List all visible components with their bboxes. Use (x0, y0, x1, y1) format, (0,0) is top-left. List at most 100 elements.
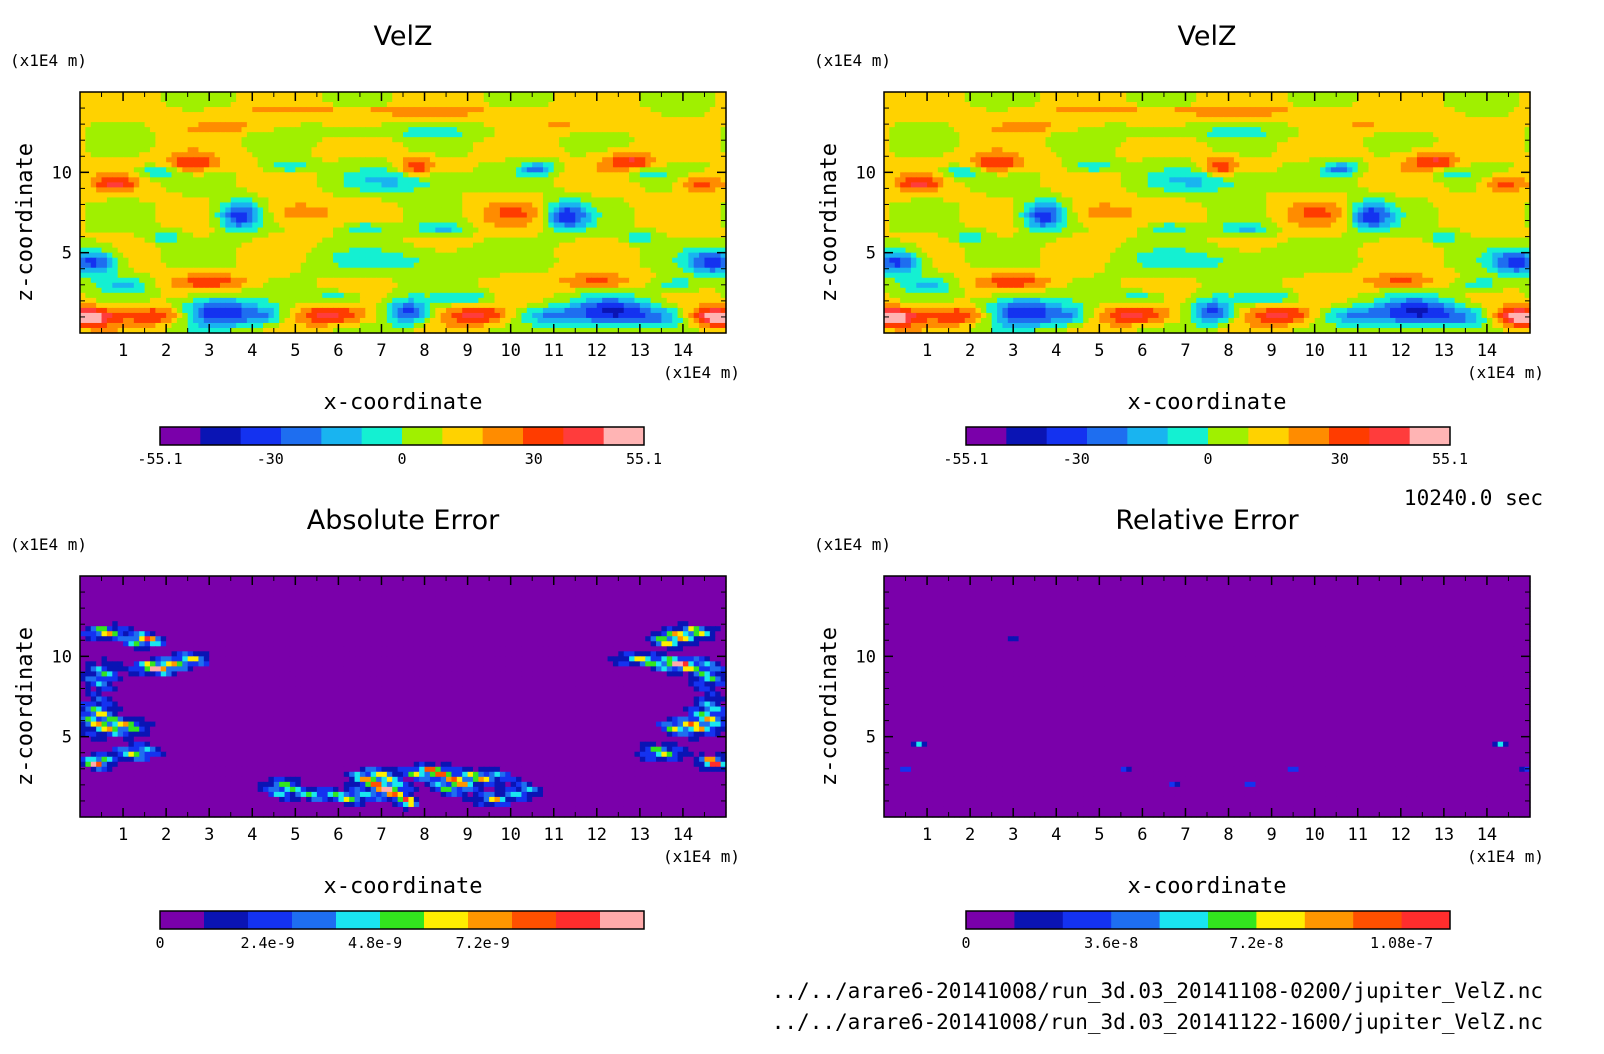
heatmap-cell (672, 182, 679, 188)
heatmap-cell (607, 202, 614, 209)
heatmap-cell (548, 162, 555, 168)
heatmap-cell (144, 162, 151, 168)
heatmap-cell (268, 172, 275, 178)
heatmap-cell (128, 172, 135, 178)
heatmap-cell (537, 142, 544, 148)
heatmap-cell (456, 252, 463, 259)
heatmap-cell (446, 167, 453, 173)
heatmap-cell (85, 242, 92, 249)
heatmap-cell (311, 127, 318, 133)
heatmap-cell (90, 132, 97, 138)
heatmap-cell (392, 137, 399, 143)
heatmap-cell (704, 287, 711, 294)
heatmap-cell (661, 292, 668, 299)
heatmap-cell (187, 207, 194, 214)
heatmap-cell (343, 167, 350, 173)
heatmap-cell (478, 92, 485, 98)
heatmap-cell (440, 172, 447, 178)
heatmap-cell (171, 277, 178, 284)
heatmap-cell (419, 157, 426, 163)
heatmap-cell (419, 112, 426, 118)
heatmap-cell (537, 152, 544, 158)
heatmap-cell (392, 142, 399, 148)
heatmap-cell (101, 127, 108, 133)
heatmap-cell (193, 192, 200, 199)
heatmap-cell (182, 247, 189, 254)
heatmap-cell (166, 252, 173, 259)
heatmap-cell (650, 227, 657, 234)
heatmap-cell (661, 152, 668, 158)
heatmap-cell (166, 202, 173, 209)
heatmap-cell (435, 147, 442, 153)
heatmap-cell (263, 222, 270, 229)
heatmap-cell (112, 177, 119, 183)
heatmap-cell (715, 187, 722, 194)
heatmap-cell (349, 287, 356, 294)
heatmap-cell (257, 287, 264, 294)
heatmap-cell (451, 147, 458, 153)
heatmap-cell (510, 127, 517, 133)
heatmap-cell (295, 242, 302, 249)
heatmap-cell (279, 142, 286, 148)
heatmap-cell (672, 167, 679, 173)
heatmap-cell (359, 117, 366, 123)
heatmap-cell (300, 247, 307, 254)
heatmap-cell (623, 212, 630, 219)
heatmap-cell (602, 167, 609, 173)
heatmap-cell (467, 247, 474, 254)
heatmap-cell (90, 127, 97, 133)
heatmap-cell (176, 122, 183, 128)
heatmap-cell (709, 167, 716, 173)
heatmap-cell (569, 162, 576, 168)
heatmap-cell (182, 217, 189, 224)
heatmap-cell (144, 252, 151, 259)
heatmap-cell (489, 277, 496, 284)
heatmap-cell (117, 192, 124, 199)
heatmap-cell (397, 262, 404, 269)
heatmap-cell (537, 242, 544, 249)
heatmap-cell (408, 207, 415, 214)
heatmap-cell (252, 172, 259, 178)
heatmap-cell (548, 232, 555, 239)
heatmap-cell (338, 202, 345, 209)
heatmap-cell (311, 102, 318, 108)
heatmap-cell (171, 107, 178, 113)
heatmap-cell (440, 102, 447, 108)
heatmap-cell (602, 127, 609, 133)
heatmap-cell (596, 272, 603, 279)
heatmap-cell (182, 92, 189, 98)
heatmap-cell (176, 127, 183, 133)
heatmap-cell (575, 147, 582, 153)
heatmap-cell (149, 282, 156, 289)
heatmap-cell (575, 257, 582, 264)
heatmap-cell (322, 282, 329, 289)
heatmap-cell (198, 217, 205, 224)
heatmap-cell (273, 242, 280, 249)
heatmap-cell (241, 152, 248, 158)
heatmap-cell (349, 252, 356, 259)
heatmap-cell (252, 182, 259, 188)
heatmap-cell (440, 192, 447, 199)
heatmap-cell (483, 182, 490, 188)
heatmap-cell (214, 107, 221, 113)
heatmap-cell (117, 202, 124, 209)
heatmap-cell (359, 287, 366, 294)
heatmap-cell (311, 97, 318, 103)
heatmap-cell (537, 97, 544, 103)
heatmap-cell (268, 202, 275, 209)
heatmap-cell (214, 252, 221, 259)
heatmap-cell (634, 127, 641, 133)
heatmap-cell (392, 147, 399, 153)
heatmap-cell (499, 172, 506, 178)
heatmap-cell (343, 292, 350, 299)
heatmap-cell (311, 272, 318, 279)
heatmap-cell (510, 107, 517, 113)
heatmap-cell (542, 197, 549, 204)
heatmap-cell (629, 252, 636, 259)
heatmap-cell (559, 92, 566, 98)
heatmap-cell (117, 282, 124, 289)
heatmap-cell (639, 177, 646, 183)
heatmap-cell (720, 112, 727, 118)
heatmap-cell (559, 237, 566, 244)
heatmap-cell (311, 232, 318, 239)
